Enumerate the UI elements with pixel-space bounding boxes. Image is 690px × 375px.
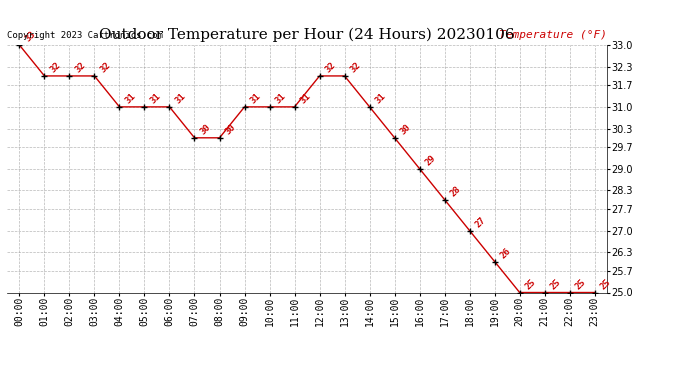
Text: Temperature (°F): Temperature (°F) [499,30,607,40]
Text: Copyright 2023 Cartronics.com: Copyright 2023 Cartronics.com [7,31,163,40]
Text: 25: 25 [549,277,562,291]
Text: 31: 31 [173,92,187,105]
Text: 28: 28 [448,184,462,198]
Text: 25: 25 [524,277,538,291]
Text: 32: 32 [73,60,87,74]
Text: 32: 32 [348,60,362,74]
Text: 33: 33 [23,30,37,44]
Text: 31: 31 [124,92,137,105]
Text: 31: 31 [248,92,262,105]
Text: 32: 32 [98,60,112,74]
Text: 31: 31 [148,92,162,105]
Title: Outdoor Temperature per Hour (24 Hours) 20230106: Outdoor Temperature per Hour (24 Hours) … [99,28,515,42]
Text: 30: 30 [224,122,237,136]
Text: 30: 30 [198,122,213,136]
Text: 32: 32 [324,60,337,74]
Text: 31: 31 [298,92,313,105]
Text: 27: 27 [473,215,487,229]
Text: 29: 29 [424,153,437,167]
Text: 31: 31 [273,92,287,105]
Text: 32: 32 [48,60,62,74]
Text: 25: 25 [598,277,613,291]
Text: 25: 25 [573,277,587,291]
Text: 26: 26 [498,246,513,260]
Text: 31: 31 [373,92,387,105]
Text: 30: 30 [398,122,413,136]
